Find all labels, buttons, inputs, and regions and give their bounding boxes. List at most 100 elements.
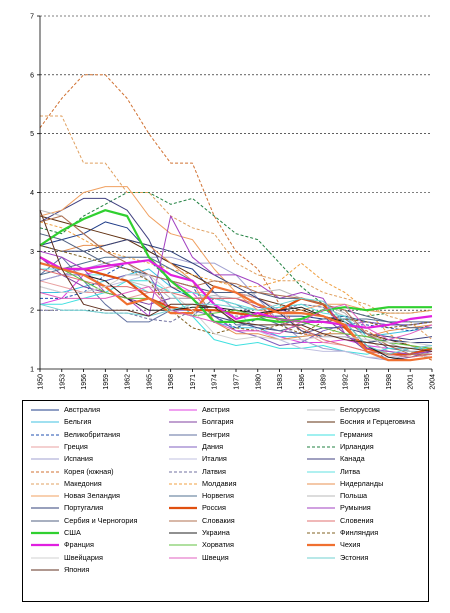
- legend-swatch: [307, 544, 335, 547]
- legend-swatch: [169, 557, 197, 559]
- legend-label: Россия: [202, 503, 226, 513]
- legend-label: США: [64, 528, 81, 537]
- legend-item: Норвегия: [169, 490, 305, 501]
- series-line: [39, 215, 432, 355]
- legend-label: Швейцария: [64, 552, 103, 562]
- legend-label: Белоруссия: [340, 405, 380, 414]
- legend-item: Австралия: [31, 404, 167, 415]
- legend-label: Словения: [340, 515, 374, 525]
- legend-item: Италия: [169, 453, 305, 464]
- legend-swatch: [307, 458, 335, 460]
- legend-item: Франция: [31, 539, 167, 550]
- legend-label: Австрия: [202, 405, 230, 414]
- legend-swatch: [31, 446, 59, 448]
- legend-item: Болгария: [169, 416, 305, 427]
- legend-label: Португалия: [64, 503, 104, 513]
- legend-swatch: [169, 544, 197, 546]
- legend-item: Белоруссия: [307, 404, 443, 415]
- x-tick-label: 1971: [190, 374, 197, 390]
- legend-item: Испания: [31, 453, 167, 464]
- legend-swatch: [307, 409, 335, 411]
- legend-swatch: [31, 520, 59, 522]
- x-tick-label: 1965: [146, 374, 153, 390]
- legend-label: Венгрия: [202, 429, 230, 439]
- legend-item: Германия: [307, 429, 443, 440]
- legend-label: Франция: [64, 540, 94, 550]
- legend-swatch: [31, 544, 59, 547]
- axes: [39, 16, 432, 370]
- legend-item: Канада: [307, 453, 443, 464]
- legend-label: Украина: [202, 528, 230, 537]
- legend-item: Ирландия: [307, 441, 443, 452]
- legend-label: Ирландия: [340, 441, 374, 451]
- legend-swatch: [31, 409, 59, 411]
- series-line: [39, 256, 432, 332]
- legend-item: Португалия: [31, 502, 167, 513]
- legend-item: Япония: [31, 564, 167, 575]
- legend-item: США: [31, 527, 167, 538]
- legend-label: Греция: [64, 441, 88, 451]
- legend-label: Корея (южная): [64, 466, 114, 476]
- y-tick-label: 6: [30, 72, 34, 79]
- legend-label: Испания: [64, 454, 93, 464]
- legend-swatch: [31, 471, 59, 472]
- y-tick-label: 3: [30, 249, 34, 256]
- legend-item: Чехия: [307, 539, 443, 550]
- legend-label: Румыния: [340, 503, 371, 513]
- legend-label: Латвия: [202, 466, 226, 476]
- x-tick-label: 2001: [408, 374, 415, 390]
- series-line: [39, 210, 433, 352]
- legend-swatch: [31, 458, 59, 460]
- legend-swatch: [169, 520, 197, 522]
- legend-swatch: [307, 532, 335, 534]
- x-tick-label: 1968: [168, 374, 175, 390]
- series-lines: [39, 74, 433, 362]
- legend-swatch: [169, 409, 197, 411]
- legend-item: Нидерланды: [307, 478, 443, 489]
- x-tick-label: 1959: [103, 374, 110, 390]
- series-line: [39, 286, 433, 341]
- legend-item: Словения: [307, 515, 443, 526]
- legend-label: Литва: [340, 466, 361, 476]
- legend-item: Швеция: [169, 552, 305, 563]
- y-tick-label: 4: [30, 190, 34, 197]
- legend-swatch: [31, 507, 59, 509]
- legend-swatch: [307, 483, 335, 485]
- series-line: [39, 74, 433, 361]
- series-line: [39, 244, 433, 335]
- line-chart: 1 2 3 4 5 6 7 1950 1953 1956 1959 1962 1965 1968 1971…: [30, 14, 436, 390]
- legend-item: Великобритания: [31, 429, 167, 440]
- legend-label: Македония: [64, 478, 102, 488]
- legend-label: Сербия и Черногория: [64, 515, 138, 525]
- legend-label: Япония: [64, 564, 90, 574]
- x-tick-label: 1953: [59, 374, 66, 390]
- legend-swatch: [307, 471, 335, 472]
- x-tick-label: 1962: [125, 374, 132, 390]
- x-tick-label: 1995: [364, 374, 371, 390]
- x-tick-label: 1983: [277, 374, 284, 390]
- legend-swatch: [169, 446, 197, 448]
- legend-item: Венгрия: [169, 429, 305, 440]
- legend-item: Молдавия: [169, 478, 305, 489]
- legend-item: Россия: [169, 502, 305, 513]
- legend-item: Украина: [169, 527, 305, 538]
- x-tick-label: 1998: [386, 374, 393, 390]
- legend-item: Македония: [31, 478, 167, 489]
- legend-swatch: [307, 434, 335, 436]
- legend-label: Италия: [202, 454, 227, 464]
- legend-item: Корея (южная): [31, 466, 167, 477]
- x-tick-label: 1950: [38, 374, 45, 390]
- legend-label: Канада: [340, 454, 365, 464]
- series-line: [39, 262, 433, 349]
- legend-item: Польша: [307, 490, 443, 501]
- x-tick-label: 1992: [342, 374, 349, 390]
- legend-item: Сербия и Черногория: [31, 515, 167, 526]
- series-line: [39, 274, 433, 346]
- legend-label: Словакия: [202, 515, 235, 525]
- legend-swatch: [31, 531, 59, 535]
- y-tick-label: 1: [30, 367, 34, 374]
- legend-item: Хорватия: [169, 539, 305, 550]
- legend-item: Румыния: [307, 502, 443, 513]
- legend-swatch: [31, 483, 59, 485]
- series-line: [39, 297, 433, 355]
